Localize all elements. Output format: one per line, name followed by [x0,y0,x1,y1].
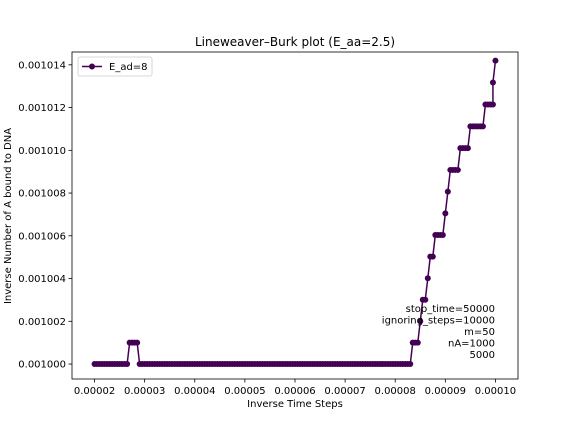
data-point [407,361,414,368]
y-tick-label: 0.001008 [18,189,66,200]
chart-title: Lineweaver–Burk plot (E_aa=2.5) [195,35,395,49]
y-tick-label: 0.001000 [18,360,66,371]
y-tick-label: 0.001012 [18,103,66,114]
annotation-block: stop_time=50000ignoring_steps=10000m=50n… [382,304,495,361]
x-tick-label: 0.00008 [375,386,416,397]
y-tick-label: 0.001010 [18,146,66,157]
data-point [454,166,461,173]
annotation-line: 5000 [470,350,495,361]
legend-marker [89,63,95,70]
data-point [429,253,436,260]
y-axis-label: Inverse Number of A bound to DNA [3,128,14,304]
x-tick-label: 0.00007 [324,386,365,397]
x-tick-label: 0.00005 [224,386,265,397]
y-tick-label: 0.001002 [18,317,66,328]
x-tick-label: 0.00003 [124,386,165,397]
annotation-line: nA=1000 [448,339,495,350]
legend: E_ad=8 [77,56,153,77]
data-point [134,339,141,346]
annotation-line: stop_time=50000 [406,304,495,315]
legend-label: E_ad=8 [109,62,148,73]
data-point [417,318,424,325]
x-tick-label: 0.00009 [425,386,466,397]
x-tick-label: 0.00004 [174,386,215,397]
data-point [479,123,486,130]
x-tick-label: 0.00010 [475,386,516,397]
y-tick-label: 0.001004 [18,274,66,285]
x-axis-label: Inverse Time Steps [247,399,343,410]
data-point [444,188,451,195]
x-tick-label: 0.00006 [274,386,315,397]
annotation-line: ignoring_steps=10000 [382,316,495,327]
data-point [422,296,429,303]
x-tick-label: 0.00002 [74,386,115,397]
data-point [424,275,431,282]
data-point [492,57,499,64]
y-tick-label: 0.001006 [18,231,66,242]
data-point [124,361,131,368]
data-point [489,79,496,86]
legend-box [77,56,153,77]
data-point [464,145,471,152]
y-tick-label: 0.001014 [18,60,66,71]
data-point [414,339,421,346]
data-point [489,101,496,108]
annotation-line: m=50 [464,327,495,338]
axes-layer: 0.00002 0.00003 0.00004 0.00005 0.00006 0.000… [18,51,519,397]
data-point [442,210,449,217]
series-layer [91,57,499,368]
data-point [439,232,446,239]
